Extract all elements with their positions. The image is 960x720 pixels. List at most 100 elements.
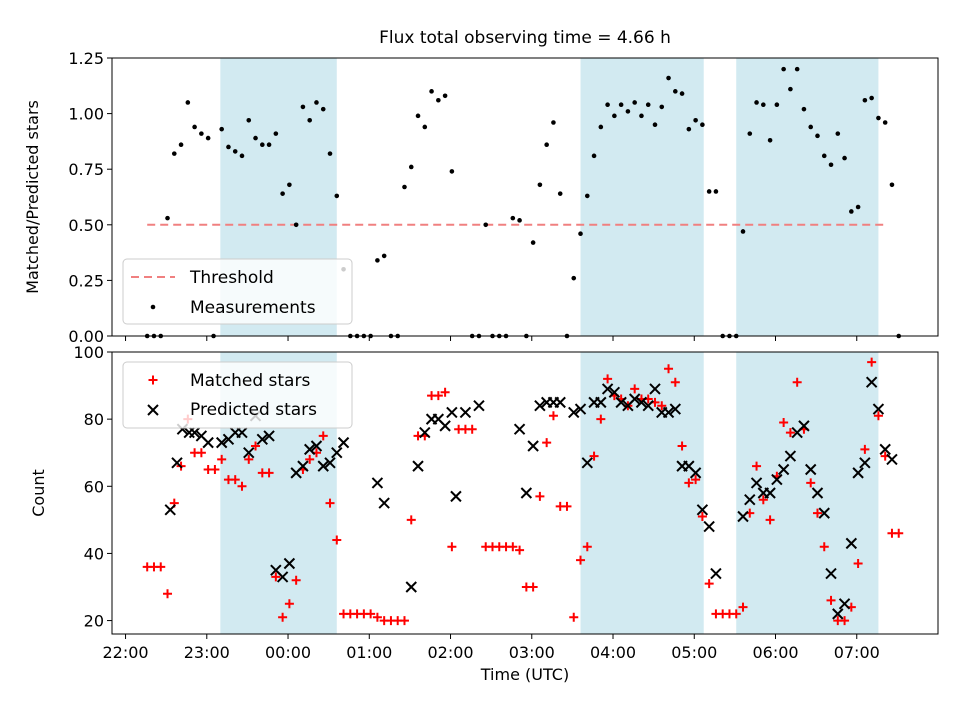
data-point xyxy=(750,477,763,489)
data-point xyxy=(625,109,631,114)
data-point xyxy=(840,616,850,626)
data-point xyxy=(697,512,707,521)
observing-window-band xyxy=(736,352,879,634)
data-point xyxy=(412,460,424,472)
data-point xyxy=(869,95,874,101)
data-point xyxy=(334,193,340,199)
data-point xyxy=(605,102,610,108)
data-point xyxy=(192,124,197,130)
data-point xyxy=(806,478,816,488)
data-point xyxy=(764,487,776,499)
data-point xyxy=(300,104,306,110)
data-point xyxy=(210,465,220,474)
data-point xyxy=(251,441,261,451)
plot-frame xyxy=(111,351,939,635)
data-point xyxy=(366,609,376,619)
data-point xyxy=(584,193,590,199)
data-point xyxy=(849,209,854,214)
data-point xyxy=(196,448,206,458)
data-point xyxy=(375,258,380,263)
data-point xyxy=(811,487,824,499)
data-point xyxy=(513,423,526,435)
data-point xyxy=(429,89,434,94)
data-point xyxy=(520,487,533,499)
data-point xyxy=(378,497,390,509)
legend-label: Measurements xyxy=(190,298,316,318)
data-point xyxy=(677,441,687,451)
data-point xyxy=(164,504,176,516)
data-point xyxy=(767,137,773,143)
data-point xyxy=(293,222,299,228)
data-point xyxy=(618,102,624,108)
data-point xyxy=(337,436,350,449)
data-point xyxy=(405,581,417,593)
data-point xyxy=(574,403,587,415)
legend-measurement-swatch xyxy=(150,304,156,310)
y-axis-label: Matched/Predicted stars xyxy=(23,100,42,294)
data-point xyxy=(317,460,329,472)
data-point xyxy=(761,102,766,108)
data-point xyxy=(239,153,245,159)
data-point xyxy=(788,86,793,92)
data-point xyxy=(305,454,315,464)
data-point xyxy=(754,100,759,105)
y-tick-label: 1.00 xyxy=(68,105,104,124)
data-point xyxy=(812,508,822,518)
data-point xyxy=(765,515,775,525)
data-point xyxy=(645,102,651,108)
data-point xyxy=(528,582,538,592)
data-point xyxy=(236,426,248,439)
series-measurements xyxy=(144,66,902,339)
data-point xyxy=(215,436,228,449)
data-point xyxy=(226,144,231,150)
y-tick-label: 100 xyxy=(73,343,104,362)
data-point xyxy=(537,182,543,188)
data-point xyxy=(320,106,326,112)
data-point xyxy=(562,501,572,511)
data-point xyxy=(805,463,817,476)
data-point xyxy=(273,131,279,136)
data-point xyxy=(219,126,224,132)
legend-matched-swatch xyxy=(148,375,158,385)
data-point xyxy=(845,537,858,550)
data-point xyxy=(433,391,443,401)
data-point xyxy=(232,149,238,154)
data-point xyxy=(758,495,768,505)
data-point xyxy=(630,384,640,394)
data-point xyxy=(568,406,580,419)
data-point xyxy=(171,457,183,469)
data-point xyxy=(327,151,333,156)
data-point xyxy=(659,104,665,110)
data-point xyxy=(666,75,671,81)
x-tick-label: 22:00 xyxy=(102,643,148,662)
x-tick-label: 07:00 xyxy=(834,643,880,662)
data-point xyxy=(867,357,877,367)
data-point xyxy=(307,117,312,123)
data-point xyxy=(771,473,783,486)
data-point xyxy=(886,453,898,466)
data-point xyxy=(649,383,661,395)
data-point xyxy=(280,191,285,196)
data-point xyxy=(819,542,829,552)
data-point xyxy=(855,204,861,210)
chart-title: Flux total observing time = 4.66 h xyxy=(379,28,671,48)
data-point xyxy=(835,131,841,136)
data-point xyxy=(230,475,240,485)
data-point xyxy=(808,124,814,130)
data-point xyxy=(291,575,301,585)
data-point xyxy=(703,520,715,533)
data-point xyxy=(331,447,343,459)
data-point xyxy=(535,491,545,501)
data-point xyxy=(670,377,680,387)
legend-box xyxy=(122,361,353,429)
data-point xyxy=(859,457,871,469)
data-point xyxy=(818,507,830,519)
data-point xyxy=(696,504,709,516)
data-point xyxy=(303,443,316,456)
data-point xyxy=(591,153,597,159)
count-panel: 20 40 60 80 100 22:00 23:00 00:00 01:00 02:00 03:0… xyxy=(29,343,939,684)
data-point xyxy=(686,126,692,132)
data-point xyxy=(862,97,868,103)
legend-label: Matched stars xyxy=(190,371,310,391)
data-point xyxy=(217,454,227,464)
